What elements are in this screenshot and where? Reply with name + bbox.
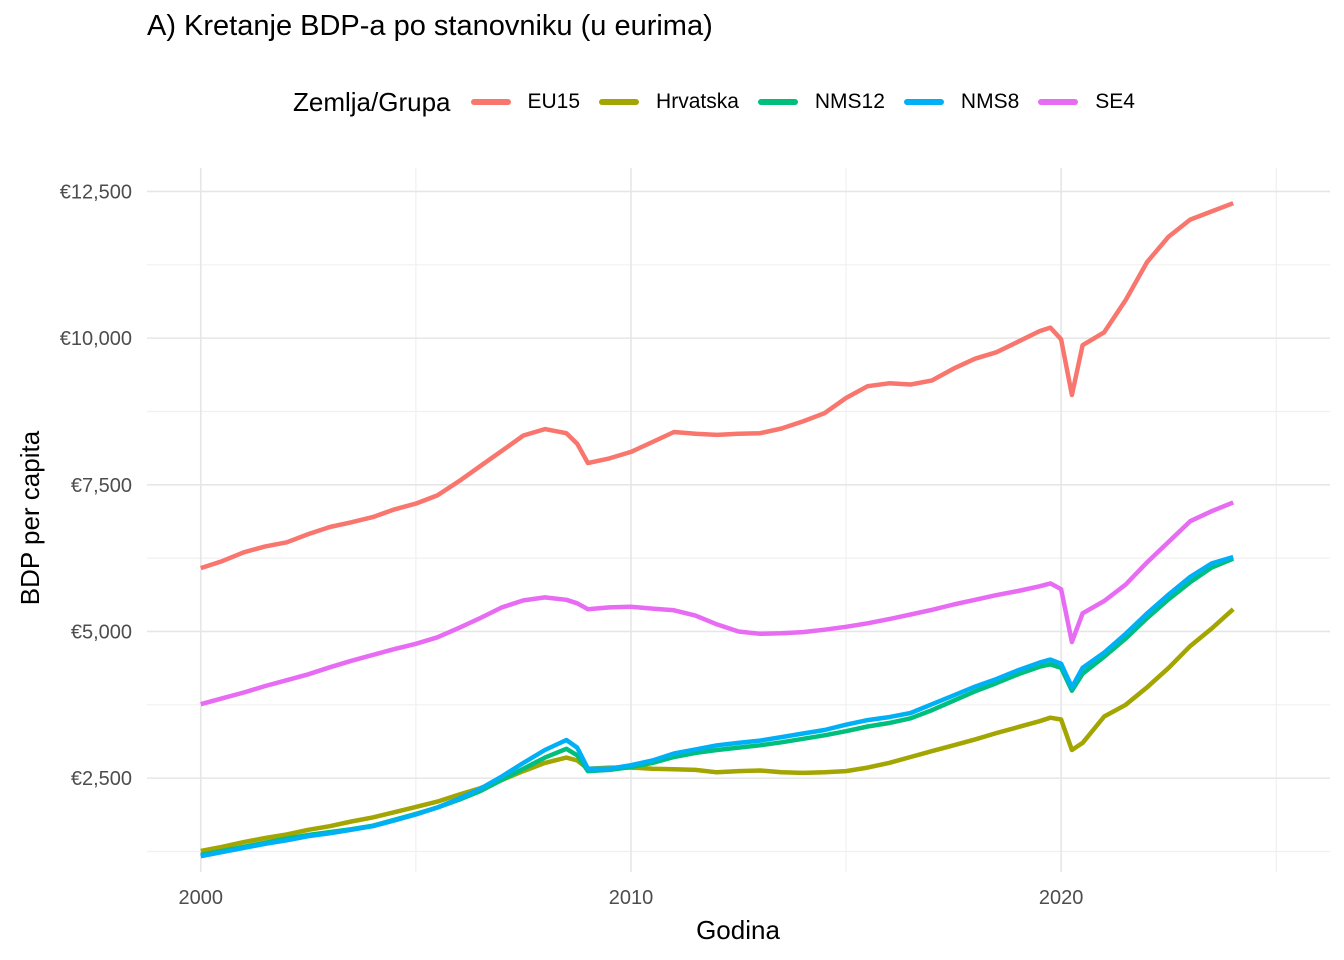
legend-item-se4: SE4 [1038,90,1135,114]
legend-item-nms8: NMS8 [903,90,1020,114]
legend-label: EU15 [527,90,581,113]
grid-minor [147,168,1330,872]
series-line-se4 [200,500,1235,707]
y-tick-label: €7,500 [71,475,132,497]
series-line-eu15 [200,201,1235,571]
y-axis-title: BDP per capita [15,430,45,605]
legend-key [757,99,798,105]
y-tick-label: €2,500 [71,768,132,790]
x-axis-ticks: 2000 2010 2020 [179,887,1084,909]
series-line-hrvatska [200,607,1235,854]
legend: Zemlja/Grupa EU15 Hrvatska NMS12 NMS8 SE4 [293,84,1154,120]
x-tick-label: 2010 [609,887,654,909]
series-lines [200,201,1235,859]
y-tick-label: €10,000 [60,328,132,350]
y-tick-label: €12,500 [60,181,132,203]
x-tick-label: 2020 [1039,887,1084,909]
series-line-nms12 [200,556,1235,858]
legend-item-eu15: EU15 [470,90,581,114]
legend-key [599,99,640,105]
series-line-nms8 [200,554,1234,859]
legend-label: SE4 [1095,90,1135,113]
grid-major [147,168,1330,872]
legend-label: NMS12 [814,90,885,113]
legend-key [903,99,944,105]
y-axis-ticks: €2,500 €5,000 €7,500 €10,000 €12,500 [60,181,132,790]
chart-title: A) Kretanje BDP-a po stanovniku (u eurim… [147,10,713,42]
legend-item-nms12: NMS12 [757,90,885,114]
x-axis-title: Godina [696,915,780,945]
legend-key [470,99,511,105]
legend-label: NMS8 [960,90,1020,113]
legend-title: Zemlja/Grupa [293,86,451,117]
legend-item-hrvatska: Hrvatska [599,90,739,114]
x-tick-label: 2000 [179,887,224,909]
legend-label: Hrvatska [656,90,739,113]
legend-key [1038,99,1079,105]
y-tick-label: €5,000 [71,621,132,643]
